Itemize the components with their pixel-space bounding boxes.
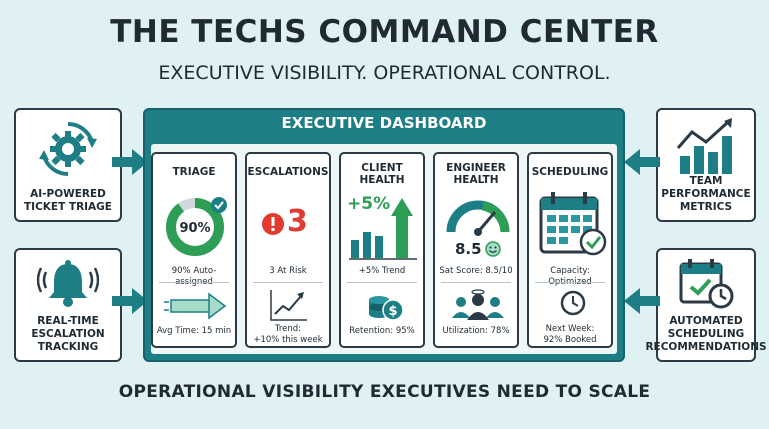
trend-up-icon — [270, 290, 307, 321]
panel-client-health: CLIENT HEALTH +5% +5% Trend $ Retention: — [339, 152, 425, 348]
alert-icon — [262, 213, 284, 235]
feature-label: AI-POWERED TICKET TRIAGE — [24, 188, 112, 213]
panel-triage: TRIAGE 90% 90% Auto-assigned Avg Time: 1… — [151, 152, 237, 348]
arrow-left-icon — [624, 149, 660, 175]
feature-label: REAL-TIME ESCALATION TRACKING — [31, 315, 105, 353]
panel-title: SCHEDULING — [531, 166, 609, 178]
panel-metric: Capacity: Optimized — [548, 266, 592, 287]
feature-escalation-tracking: REAL-TIME ESCALATION TRACKING — [14, 248, 122, 362]
page-title: THE TECHS COMMAND CENTER — [110, 14, 659, 50]
panel-scheduling: SCHEDULING Capacity: Optimized — [527, 152, 613, 348]
panel-secondary: Retention: 95% — [349, 326, 415, 336]
engineer-score: 8.5 — [455, 240, 482, 258]
panel-divider — [253, 282, 323, 283]
panel-divider — [159, 282, 229, 283]
panel-secondary: Utilization: 78% — [442, 326, 510, 336]
panel-secondary: Avg Time: 15 min — [156, 326, 232, 336]
feature-label: AUTOMATED SCHEDULING RECOMMENDATIONS — [645, 315, 767, 353]
feature-team-performance: TEAM PERFORMANCE METRICS — [656, 108, 756, 222]
feature-label: TEAM PERFORMANCE METRICS — [661, 175, 751, 213]
bar-chart-trend-icon — [676, 118, 732, 174]
panel-title: ENGINEER HEALTH — [446, 162, 506, 186]
triage-gauge-value: 90% — [179, 221, 210, 236]
gear-cycle-icon — [39, 122, 97, 176]
panel-divider — [441, 282, 511, 283]
growth-bar-chart-icon — [349, 198, 417, 260]
panel-title: ESCALATIONS — [247, 166, 329, 178]
svg-text:$: $ — [388, 304, 397, 319]
panel-escalations: ESCALATIONS 3 3 At Risk Trend: +10% this… — [245, 152, 331, 348]
coins-dollar-icon: $ — [369, 296, 404, 321]
panel-divider — [535, 282, 605, 283]
panel-divider — [347, 282, 417, 283]
panel-secondary: Next Week: 92% Booked — [543, 324, 597, 345]
dashboard-body: TRIAGE 90% 90% Auto-assigned Avg Time: 1… — [151, 144, 617, 354]
smiley-face-icon — [485, 241, 501, 257]
alarm-bell-icon — [37, 260, 99, 307]
arrow-right-icon — [112, 149, 148, 175]
panel-metric: Sat Score: 8.5/10 — [439, 266, 513, 276]
clock-icon — [560, 290, 586, 316]
client-trend-value: +5% — [347, 194, 391, 214]
feature-ai-ticket-triage: AI-POWERED TICKET TRIAGE — [14, 108, 122, 222]
footer-tagline: OPERATIONAL VISIBILITY EXECUTIVES NEED T… — [118, 382, 651, 402]
calendar-check-icon — [539, 192, 607, 256]
panel-metric: +5% Trend — [358, 266, 406, 276]
panel-metric: 90% Auto-assigned — [171, 266, 217, 287]
executive-dashboard: EXECUTIVE DASHBOARD TRIAGE 90% 90% Auto-… — [143, 108, 625, 362]
speed-arrow-icon — [164, 292, 227, 320]
panel-engineer-health: ENGINEER HEALTH 8.5 Sat Score: 8.5/10 — [433, 152, 519, 348]
feature-automated-scheduling: AUTOMATED SCHEDULING RECOMMENDATIONS — [645, 248, 767, 362]
escalation-count: 3 — [287, 204, 308, 239]
panel-metric: 3 At Risk — [269, 266, 307, 276]
panel-secondary: Trend: +10% this week — [253, 324, 323, 345]
panel-title: CLIENT HEALTH — [359, 162, 405, 186]
arrow-right-icon — [112, 288, 148, 314]
triage-donut-gauge: 90% — [166, 197, 227, 256]
satisfaction-gauge-icon — [446, 200, 510, 236]
panel-title: TRIAGE — [172, 166, 216, 178]
arrow-left-icon — [624, 288, 660, 314]
dashboard-title: EXECUTIVE DASHBOARD — [281, 114, 487, 132]
page-subtitle: EXECUTIVE VISIBILITY. OPERATIONAL CONTRO… — [158, 62, 611, 84]
team-group-icon — [452, 289, 504, 320]
calendar-clock-icon — [679, 259, 734, 309]
